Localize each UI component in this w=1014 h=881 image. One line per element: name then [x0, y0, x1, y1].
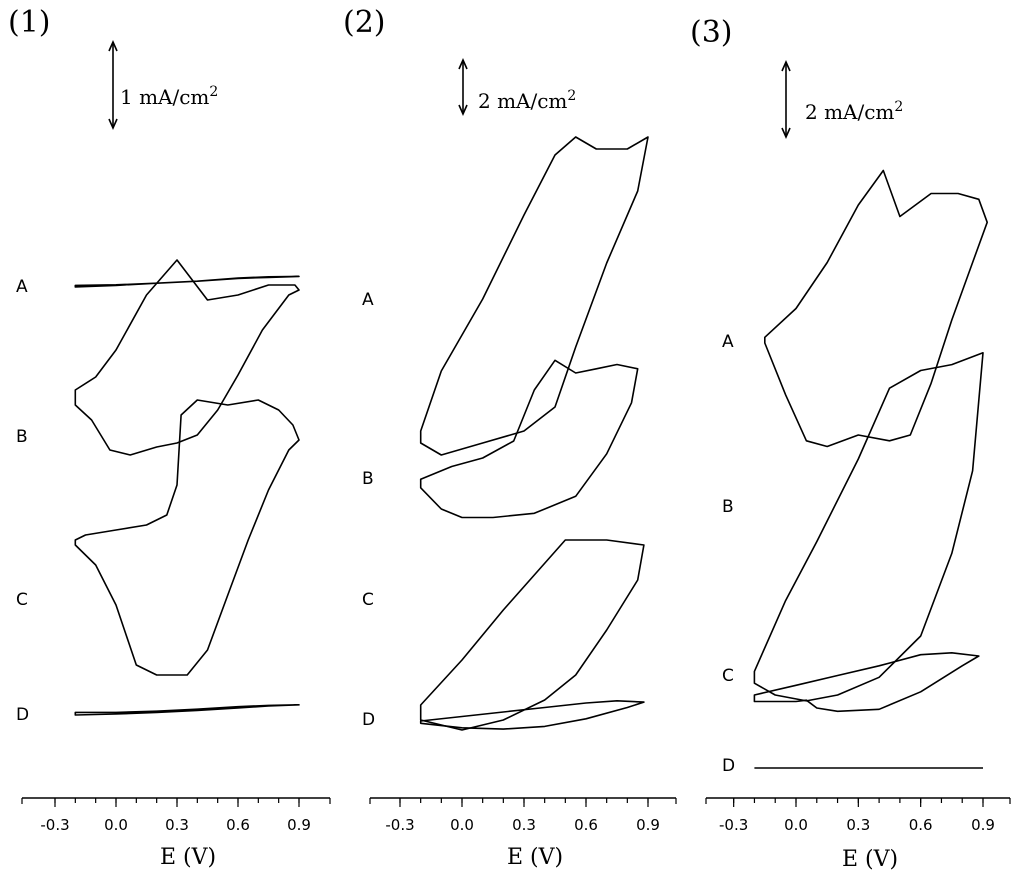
x-tick-label: -0.3 — [40, 816, 69, 834]
cv-curve-a — [419, 136, 649, 456]
arrowhead-up-icon — [458, 58, 468, 70]
x-tick-label: 0.0 — [450, 816, 474, 834]
x-tick-label: 0.3 — [165, 816, 189, 834]
curve-label: B — [362, 469, 374, 489]
cv-curve-c — [74, 399, 300, 676]
cv-curve-b — [753, 352, 984, 702]
arrowhead-up-icon — [781, 60, 791, 72]
curve-label: D — [16, 705, 29, 725]
cv-curve-c — [419, 539, 645, 731]
scale-bar-superscript: 2 — [567, 88, 576, 104]
curve-label: D — [722, 756, 735, 776]
curve-label: B — [16, 427, 28, 447]
x-tick-label: -0.3 — [385, 816, 414, 834]
x-axis-label: E (V) — [160, 845, 216, 870]
x-tick-label: 0.9 — [971, 816, 995, 834]
arrowhead-up-icon — [108, 40, 118, 52]
arrowhead-down-icon — [108, 118, 118, 130]
x-tick-label: 0.3 — [512, 816, 536, 834]
curve-label: B — [722, 497, 734, 517]
curve-label: C — [722, 666, 734, 686]
x-tick-label: 0.9 — [636, 816, 660, 834]
cv-curve-b — [74, 259, 300, 456]
cv-curve-b — [419, 359, 639, 519]
panel-3: (3) 2 mA/cm2 A B C D -0.3 0.0 0.3 0.6 0.9 E (V) — [690, 15, 1011, 872]
cv-curve-d — [74, 704, 300, 716]
x-tick-label: 0.6 — [574, 816, 598, 834]
x-tick-label: 0.9 — [287, 816, 311, 834]
x-tick-label: -0.3 — [719, 816, 748, 834]
scale-bar-superscript: 2 — [209, 84, 218, 100]
curve-label: D — [362, 710, 375, 730]
scale-bar-text: 1 mA/cm — [120, 85, 209, 109]
arrowhead-down-icon — [781, 127, 791, 139]
scale-bar-text: 2 mA/cm — [805, 100, 894, 124]
curve-label: C — [16, 590, 28, 610]
curve-label: A — [16, 277, 28, 297]
scale-bar-label: 1 mA/cm2 — [120, 84, 218, 109]
cv-curve-a — [74, 275, 300, 288]
x-tick-label: 0.0 — [104, 816, 128, 834]
scale-bar-superscript: 2 — [894, 99, 903, 115]
cv-curve-a — [764, 169, 988, 448]
x-tick-label: 0.6 — [909, 816, 933, 834]
curve-label: A — [362, 290, 374, 310]
scale-bar-text: 2 mA/cm — [478, 89, 567, 113]
scale-bar-label: 2 mA/cm2 — [805, 99, 903, 124]
panel-label: (1) — [8, 5, 51, 40]
x-tick-label: 0.0 — [784, 816, 808, 834]
arrowhead-down-icon — [458, 104, 468, 116]
x-axis-label: E (V) — [842, 847, 898, 872]
cv-curve-c — [753, 652, 980, 713]
panel-label: (3) — [690, 15, 733, 50]
x-axis-label: E (V) — [507, 845, 563, 870]
x-tick-label: 0.3 — [846, 816, 870, 834]
panel-2: (2) 2 mA/cm2 A B C D -0.3 0.0 0.3 0.6 0.9 E (V) — [343, 5, 677, 870]
panel-label: (2) — [343, 5, 386, 40]
x-tick-label: 0.6 — [226, 816, 250, 834]
curve-label: A — [722, 332, 734, 352]
panel-1: (1) 1 mA/cm2 A B C D -0.3 0.0 0.3 0.6 0.9 E (V) — [8, 5, 331, 870]
curve-label: C — [362, 590, 374, 610]
scale-bar-label: 2 mA/cm2 — [478, 88, 576, 113]
cv-curve-d — [419, 700, 645, 730]
